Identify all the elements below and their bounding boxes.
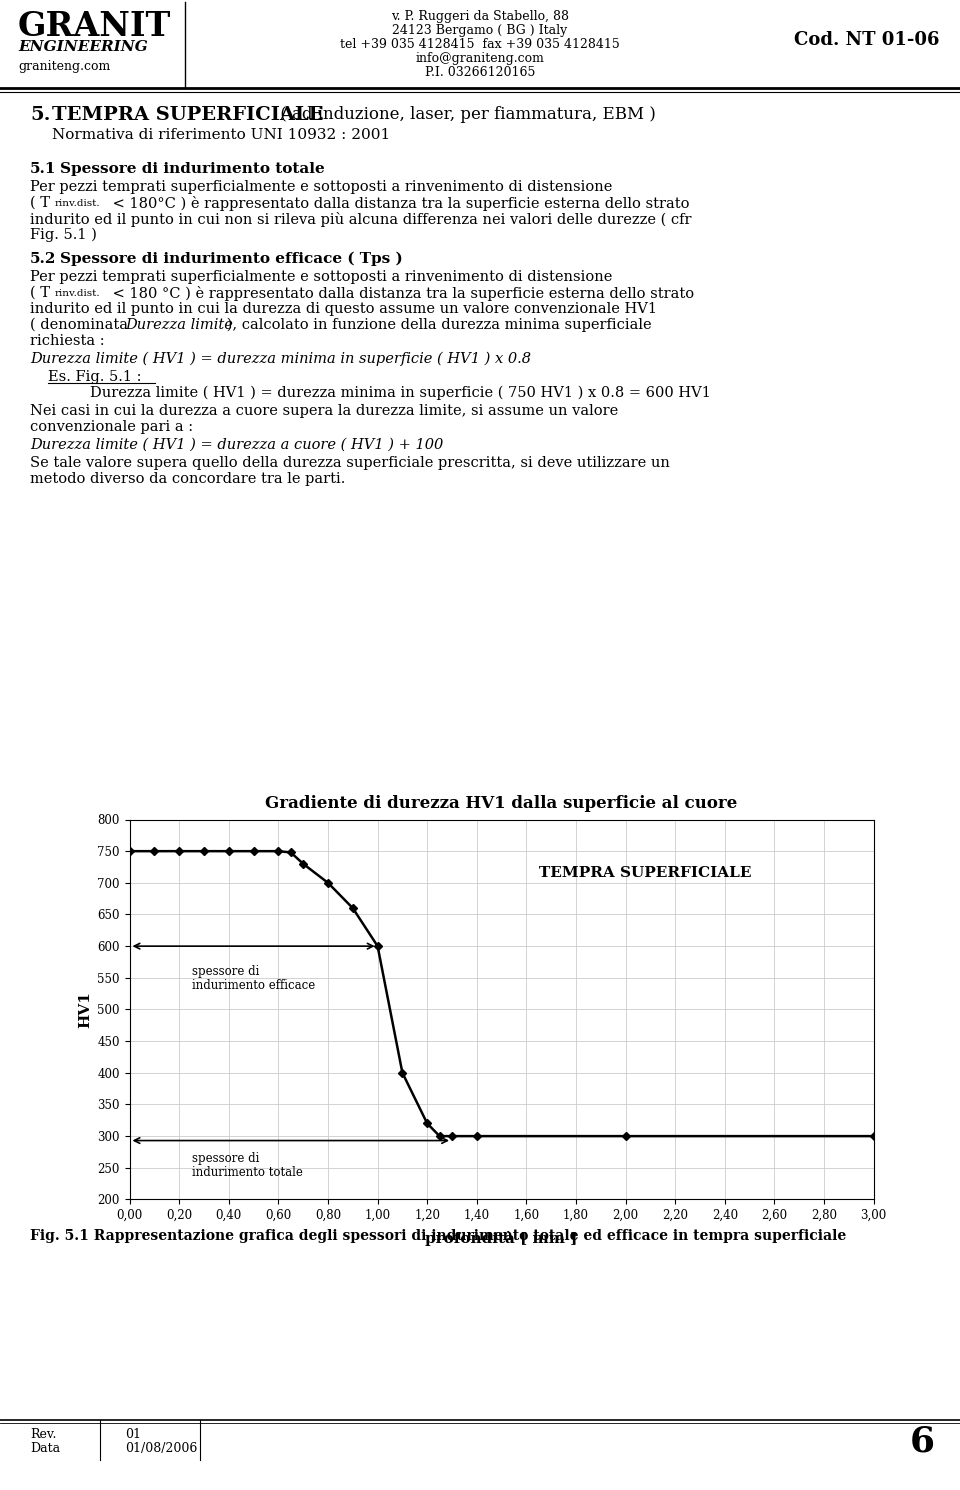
Text: spessore di: spessore di	[192, 966, 259, 977]
Y-axis label: HV1: HV1	[78, 991, 92, 1028]
Title: Gradiente di durezza HV1 dalla superficie al cuore: Gradiente di durezza HV1 dalla superfici…	[266, 796, 737, 812]
Text: tel +39 035 4128415  fax +39 035 4128415: tel +39 035 4128415 fax +39 035 4128415	[340, 39, 620, 51]
Text: rinv.dist.: rinv.dist.	[55, 289, 101, 298]
Text: Nei casi in cui la durezza a cuore supera la durezza limite, si assume un valore: Nei casi in cui la durezza a cuore super…	[30, 404, 618, 419]
Text: GRANIT: GRANIT	[18, 10, 172, 43]
Text: richiesta :: richiesta :	[30, 334, 105, 349]
Text: 5.2: 5.2	[30, 252, 57, 267]
Text: < 180°C ) è rappresentato dalla distanza tra la superficie esterna dello strato: < 180°C ) è rappresentato dalla distanza…	[108, 197, 689, 212]
Text: TEMPRA SUPERFICIALE: TEMPRA SUPERFICIALE	[539, 866, 752, 881]
Text: indurito ed il punto in cui non si rileva più alcuna differenza nei valori delle: indurito ed il punto in cui non si rilev…	[30, 212, 691, 226]
Text: 01: 01	[125, 1427, 141, 1441]
Text: metodo diverso da concordare tra le parti.: metodo diverso da concordare tra le part…	[30, 472, 346, 486]
Text: Spessore di indurimento totale: Spessore di indurimento totale	[60, 162, 324, 176]
Text: Rev.: Rev.	[30, 1427, 57, 1441]
Text: 01/08/2006: 01/08/2006	[125, 1442, 198, 1456]
Text: Durezza limite ( HV1 ) = durezza a cuore ( HV1 ) + 100: Durezza limite ( HV1 ) = durezza a cuore…	[30, 438, 444, 451]
Text: ), calcolato in funzione della durezza minima superficiale: ), calcolato in funzione della durezza m…	[222, 317, 652, 332]
Text: indurito ed il punto in cui la durezza di questo assume un valore convenzionale : indurito ed il punto in cui la durezza d…	[30, 302, 657, 316]
Text: TEMPRA SUPERFICIALE: TEMPRA SUPERFICIALE	[52, 106, 324, 124]
Text: Per pezzi temprati superficialmente e sottoposti a rinvenimento di distensione: Per pezzi temprati superficialmente e so…	[30, 270, 612, 285]
Text: 24123 Bergamo ( BG ) Italy: 24123 Bergamo ( BG ) Italy	[393, 24, 567, 37]
Text: spessore di: spessore di	[192, 1152, 259, 1165]
Text: Spessore di indurimento efficace ( Tps ): Spessore di indurimento efficace ( Tps )	[60, 252, 403, 267]
Text: Se tale valore supera quello della durezza superficiale prescritta, si deve util: Se tale valore supera quello della durez…	[30, 456, 670, 469]
Text: ( denominata: ( denominata	[30, 317, 132, 332]
X-axis label: profondità [ mm ]: profondità [ mm ]	[425, 1231, 578, 1246]
Text: v. P. Ruggeri da Stabello, 88: v. P. Ruggeri da Stabello, 88	[391, 10, 569, 22]
Text: Fig. 5.1 ): Fig. 5.1 )	[30, 228, 97, 243]
Text: ENGINEERING: ENGINEERING	[18, 40, 148, 54]
Text: ( T: ( T	[30, 197, 50, 210]
Text: indurimento totale: indurimento totale	[192, 1165, 302, 1179]
Text: graniteng.com: graniteng.com	[18, 60, 110, 73]
Text: 5.1: 5.1	[30, 162, 57, 176]
Text: P.I. 03266120165: P.I. 03266120165	[425, 66, 535, 79]
Text: < 180 °C ) è rappresentato dalla distanza tra la superficie esterna dello strato: < 180 °C ) è rappresentato dalla distanz…	[108, 286, 694, 301]
Text: Per pezzi temprati superficialmente e sottoposti a rinvenimento di distensione: Per pezzi temprati superficialmente e so…	[30, 180, 612, 194]
Text: rinv.dist.: rinv.dist.	[55, 200, 101, 209]
Text: Durezza limite: Durezza limite	[125, 317, 233, 332]
Text: 5.: 5.	[30, 106, 51, 124]
Text: Data: Data	[30, 1442, 60, 1456]
Text: ( ad induzione, laser, per fiammatura, EBM ): ( ad induzione, laser, per fiammatura, E…	[275, 106, 656, 124]
Text: indurimento efficace: indurimento efficace	[192, 979, 315, 992]
Text: Normativa di riferimento UNI 10932 : 2001: Normativa di riferimento UNI 10932 : 200…	[52, 128, 391, 142]
Text: info@graniteng.com: info@graniteng.com	[416, 52, 544, 66]
Text: convenzionale pari a :: convenzionale pari a :	[30, 420, 193, 434]
Text: Fig. 5.1 Rappresentazione grafica degli spessori di indurimento totale ed effica: Fig. 5.1 Rappresentazione grafica degli …	[30, 1229, 847, 1244]
Text: 6: 6	[910, 1424, 935, 1459]
Text: ( T: ( T	[30, 286, 50, 299]
Text: Cod. NT 01-06: Cod. NT 01-06	[795, 31, 940, 49]
Text: Durezza limite ( HV1 ) = durezza minima in superficie ( 750 HV1 ) x 0.8 = 600 HV: Durezza limite ( HV1 ) = durezza minima …	[90, 386, 710, 401]
Text: Durezza limite ( HV1 ) = durezza minima in superficie ( HV1 ) x 0.8: Durezza limite ( HV1 ) = durezza minima …	[30, 352, 531, 367]
Text: Es. Fig. 5.1 :: Es. Fig. 5.1 :	[48, 370, 141, 384]
